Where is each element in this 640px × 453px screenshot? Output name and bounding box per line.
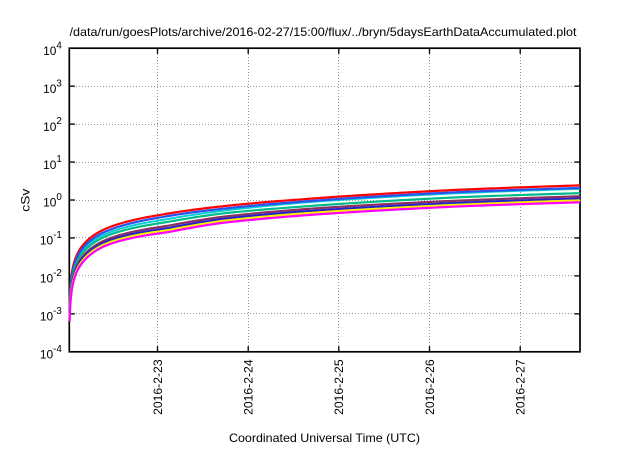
svg-text:2016-2-27: 2016-2-27 [514, 359, 528, 415]
svg-text:cSv: cSv [19, 189, 33, 212]
svg-text:2016-2-26: 2016-2-26 [423, 359, 437, 415]
svg-text:Coordinated Universal Time (UT: Coordinated Universal Time (UTC) [229, 431, 420, 445]
svg-text:2016-2-25: 2016-2-25 [332, 359, 346, 415]
svg-text:/data/run/goesPlots/archive/20: /data/run/goesPlots/archive/2016-02-27/1… [70, 25, 578, 39]
svg-text:2016-2-24: 2016-2-24 [242, 359, 256, 415]
svg-text:2016-2-23: 2016-2-23 [151, 359, 165, 415]
